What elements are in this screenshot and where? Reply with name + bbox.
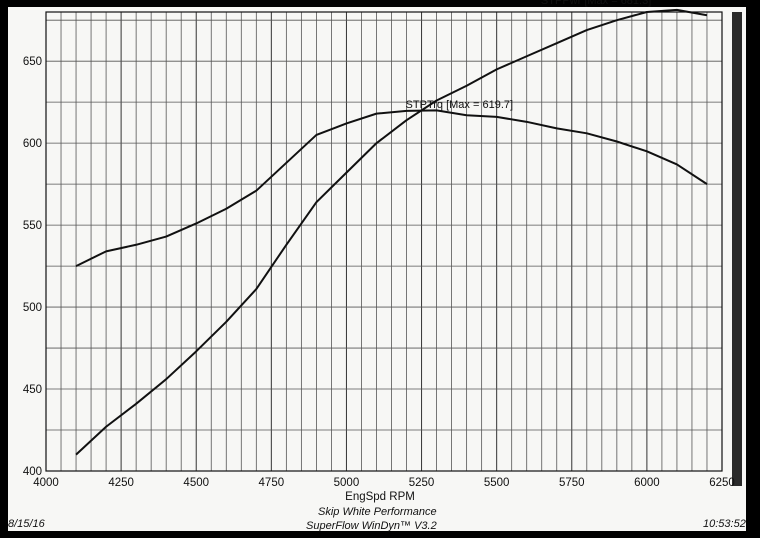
paper-shadow <box>732 12 742 486</box>
y-tick-label: 550 <box>23 220 42 232</box>
x-tick-label: 4250 <box>108 477 134 489</box>
x-tick-label: 4000 <box>33 477 59 489</box>
series-annotation: STPTrq [Max = 619.7] <box>406 99 514 111</box>
x-tick-label: 4750 <box>259 477 285 489</box>
x-tick-label: 6250 <box>709 477 735 489</box>
x-tick-label: 4500 <box>183 477 209 489</box>
x-tick-label: 6000 <box>634 477 660 489</box>
y-tick-label: 400 <box>23 466 42 478</box>
series-annotation: STPPwr [Max = 681.3] <box>541 0 651 7</box>
x-tick-label: 5000 <box>334 477 360 489</box>
y-tick-label: 500 <box>23 302 42 314</box>
series-line-stptrq <box>75 109 708 267</box>
y-tick-label: 650 <box>23 56 42 68</box>
footer-company: Skip White Performance <box>318 506 437 518</box>
x-tick-label: 5500 <box>484 477 510 489</box>
footer-software: SuperFlow WinDyn™ V3.2 <box>306 520 437 532</box>
footer-time: 10:53:52 <box>703 518 746 530</box>
paper-background <box>8 7 746 531</box>
footer-date: 8/15/16 <box>8 518 45 530</box>
plot-border <box>45 11 723 472</box>
y-tick-label: 450 <box>23 384 42 396</box>
x-axis-label: EngSpd RPM <box>345 491 415 503</box>
y-tick-label: 600 <box>23 138 42 150</box>
series-line-stppwr <box>75 8 708 456</box>
x-tick-label: 5750 <box>559 477 585 489</box>
x-tick-label: 5250 <box>409 477 435 489</box>
